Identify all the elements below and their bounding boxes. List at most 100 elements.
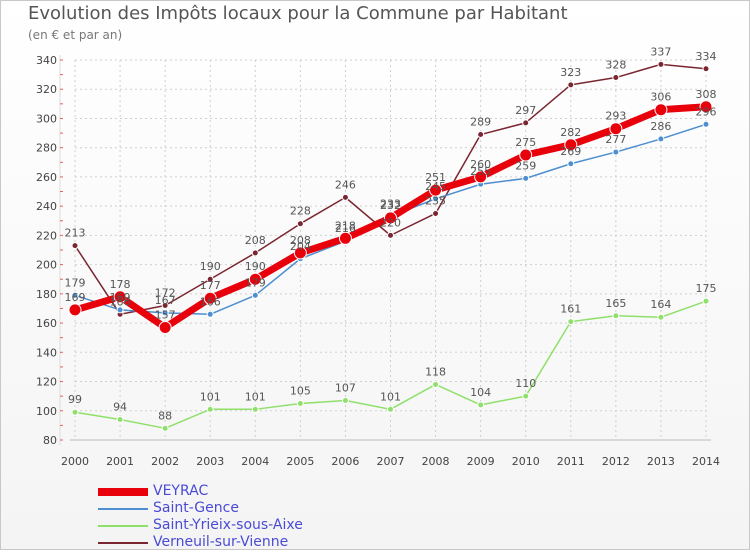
y-tick-label: 120 (36, 376, 57, 389)
y-tick-label: 260 (36, 171, 57, 184)
x-tick-label: 2013 (647, 455, 675, 468)
data-point-verneuil-sur-vienne (657, 60, 665, 68)
y-tick-label: 280 (36, 142, 57, 155)
x-tick-label: 2005 (286, 455, 314, 468)
data-label-veyrac: 306 (650, 91, 671, 104)
data-label-verneuil-sur-vienne: 190 (200, 260, 221, 273)
x-tick-label: 2012 (602, 455, 630, 468)
data-point-veyrac (519, 148, 533, 162)
y-tick-label: 160 (36, 317, 57, 330)
data-label-veyrac: 177 (200, 279, 221, 292)
data-label-verneuil-sur-vienne: 172 (155, 287, 176, 300)
data-point-veyrac (474, 170, 488, 184)
data-point-saint-gence (522, 174, 530, 182)
data-label-saint-yrieix-sous-aixe: 161 (560, 303, 581, 316)
data-label-verneuil-sur-vienne: 246 (335, 178, 356, 191)
data-label-verneuil-sur-vienne: 166 (110, 295, 131, 308)
data-label-veyrac: 275 (515, 136, 536, 149)
data-label-veyrac: 260 (470, 158, 491, 171)
data-point-saint-gence (161, 309, 169, 317)
x-tick-label: 2010 (512, 455, 540, 468)
data-point-veyrac (248, 272, 262, 286)
x-tick-label: 2007 (377, 455, 405, 468)
legend-label: VEYRAC (153, 483, 209, 499)
data-label-saint-gence: 259 (515, 159, 536, 172)
data-label-saint-gence: 277 (605, 133, 626, 146)
chart-title: Evolution des Impôts locaux pour la Comm… (28, 3, 568, 24)
data-label-saint-yrieix-sous-aixe: 105 (290, 384, 311, 397)
data-point-veyrac (609, 122, 623, 136)
data-point-saint-gence (657, 135, 665, 143)
legend-label: Saint-Yrieix-sous-Aixe (153, 517, 303, 533)
data-point-veyrac (338, 231, 352, 245)
data-point-saint-yrieix-sous-aixe (567, 318, 575, 326)
data-point-verneuil-sur-vienne (161, 302, 169, 310)
data-point-saint-gence (116, 306, 124, 314)
data-point-veyrac (699, 100, 713, 114)
data-point-veyrac (384, 211, 397, 225)
legend-swatch (98, 525, 148, 527)
data-label-veyrac: 178 (110, 278, 131, 291)
data-label-verneuil-sur-vienne: 228 (290, 205, 311, 218)
data-label-saint-gence: 269 (560, 145, 581, 158)
data-point-saint-gence (702, 120, 710, 128)
y-tick-label: 220 (36, 229, 57, 242)
data-point-veyrac (68, 303, 82, 317)
data-label-veyrac: 157 (155, 308, 176, 321)
data-label-saint-gence: 296 (696, 105, 717, 118)
data-point-saint-yrieix-sous-aixe (432, 380, 440, 388)
legend-label: Verneuil-sur-Vienne (153, 534, 289, 550)
data-label-saint-yrieix-sous-aixe: 101 (380, 390, 401, 403)
y-tick-label: 180 (36, 288, 57, 301)
data-point-saint-yrieix-sous-aixe (522, 392, 530, 400)
data-point-saint-gence (567, 160, 575, 168)
x-tick-label: 2011 (557, 455, 585, 468)
data-point-verneuil-sur-vienne (341, 193, 349, 201)
x-tick-label: 2008 (422, 455, 450, 468)
x-tick-label: 2009 (467, 455, 495, 468)
data-point-saint-yrieix-sous-aixe (341, 397, 349, 405)
x-tick-label: 2006 (331, 455, 359, 468)
y-tick-label: 300 (36, 112, 57, 125)
data-point-saint-yrieix-sous-aixe (612, 312, 620, 320)
data-point-verneuil-sur-vienne (206, 275, 214, 283)
data-point-saint-yrieix-sous-aixe (251, 405, 259, 413)
data-label-veyrac: 208 (290, 234, 311, 247)
data-label-saint-gence: 179 (245, 276, 266, 289)
data-label-saint-yrieix-sous-aixe: 104 (470, 386, 491, 399)
legend-swatch (98, 542, 148, 544)
data-label-verneuil-sur-vienne: 235 (425, 194, 446, 207)
data-point-saint-gence (71, 291, 79, 299)
data-label-saint-gence: 166 (200, 295, 221, 308)
y-tick-label: 320 (36, 83, 57, 96)
y-tick-label: 80 (43, 434, 57, 447)
data-label-veyrac: 282 (560, 126, 581, 139)
data-label-verneuil-sur-vienne: 208 (245, 234, 266, 247)
y-tick-label: 240 (36, 200, 57, 213)
data-point-veyrac (158, 320, 172, 334)
data-point-saint-gence (612, 148, 620, 156)
data-point-veyrac (654, 103, 668, 117)
data-point-verneuil-sur-vienne (387, 231, 394, 239)
data-label-saint-gence: 169 (110, 291, 131, 304)
data-label-saint-gence: 204 (290, 240, 311, 253)
data-label-saint-yrieix-sous-aixe: 110 (515, 377, 536, 390)
legend-swatch (98, 508, 148, 510)
data-point-verneuil-sur-vienne (522, 119, 530, 127)
data-label-verneuil-sur-vienne: 289 (470, 116, 491, 129)
x-tick-label: 2003 (196, 455, 224, 468)
x-tick-label: 2000 (61, 455, 89, 468)
data-label-saint-gence: 167 (155, 294, 176, 307)
data-point-verneuil-sur-vienne (612, 74, 620, 82)
data-label-saint-yrieix-sous-aixe: 165 (605, 297, 626, 310)
data-point-saint-yrieix-sous-aixe (206, 405, 214, 413)
data-label-verneuil-sur-vienne: 337 (650, 45, 671, 58)
data-point-saint-yrieix-sous-aixe (116, 416, 124, 424)
data-label-saint-yrieix-sous-aixe: 101 (200, 390, 221, 403)
data-label-verneuil-sur-vienne: 328 (605, 59, 626, 72)
y-tick-label: 100 (36, 405, 57, 418)
data-label-veyrac: 308 (696, 88, 717, 101)
data-label-veyrac: 293 (605, 110, 626, 123)
